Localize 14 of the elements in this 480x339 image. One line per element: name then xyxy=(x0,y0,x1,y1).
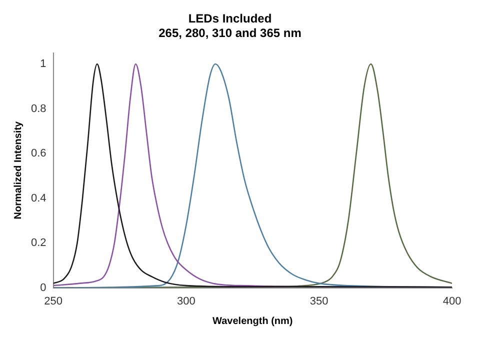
y-tick-label: 0.8 xyxy=(30,102,46,115)
y-tick-label: 1 xyxy=(40,58,46,70)
chart-subtitle: 265, 280, 310 and 365 nm xyxy=(158,26,302,40)
x-tick-label: 400 xyxy=(442,295,462,308)
y-tick-label: 0.6 xyxy=(30,148,46,160)
x-tick-label: 350 xyxy=(310,295,328,308)
chart-title: LEDs Included xyxy=(188,12,272,26)
y-tick-label: 0.2 xyxy=(30,237,46,250)
x-tick-label: 300 xyxy=(177,295,196,308)
y-tick-label: 0 xyxy=(40,282,46,294)
y-axis-title: Normalized Intensity xyxy=(12,120,24,220)
x-axis-title: Wavelength (nm) xyxy=(212,316,293,327)
x-tick-label: 250 xyxy=(44,295,62,308)
y-tick-label: 0.4 xyxy=(30,192,46,204)
